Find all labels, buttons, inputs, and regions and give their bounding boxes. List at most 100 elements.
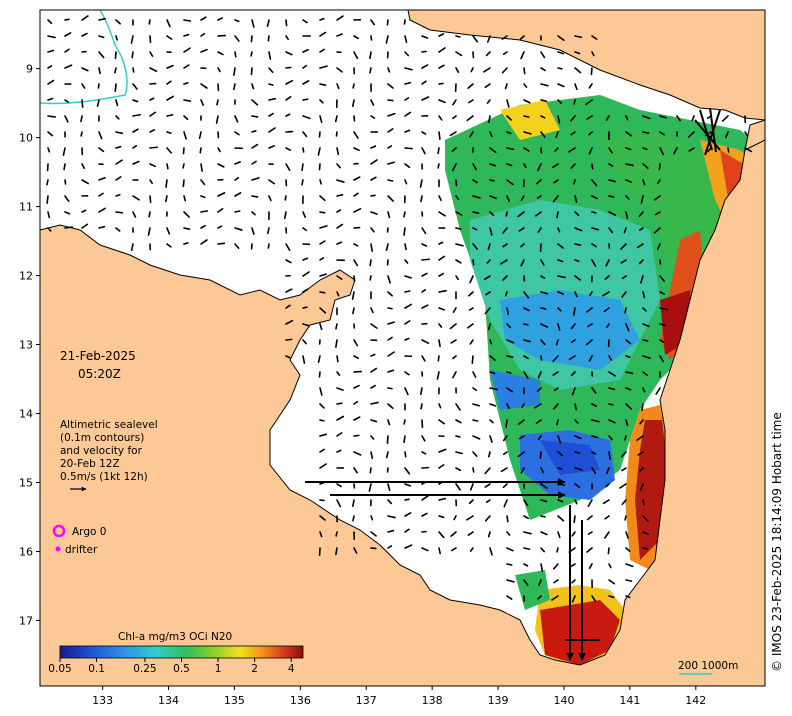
velocity-arrow <box>640 195 644 204</box>
velocity-arrow <box>608 563 612 569</box>
velocity-arrow <box>642 547 648 550</box>
velocity-arrow <box>438 497 447 501</box>
velocity-arrow <box>404 275 412 279</box>
velocity-arrow <box>182 163 185 169</box>
velocity-arrow <box>351 291 355 300</box>
velocity-arrow <box>484 467 491 475</box>
velocity-arrow <box>216 99 219 106</box>
velocity-arrow <box>659 115 667 119</box>
velocity-arrow <box>421 35 429 39</box>
velocity-arrow <box>638 259 644 265</box>
velocity-arrow <box>552 371 559 376</box>
velocity-arrow <box>452 115 457 120</box>
velocity-arrow <box>727 147 730 153</box>
velocity-arrow <box>98 67 101 75</box>
velocity-arrow <box>591 163 594 170</box>
velocity-arrow <box>557 115 561 124</box>
velocity-arrow <box>234 243 240 250</box>
velocity-arrow <box>607 547 610 555</box>
velocity-arrow <box>506 595 513 600</box>
velocity-arrow <box>404 371 410 376</box>
velocity-arrow <box>404 147 413 150</box>
velocity-arrow <box>590 67 593 76</box>
velocity-arrow <box>98 131 103 140</box>
velocity-arrow <box>319 83 327 86</box>
velocity-arrow <box>114 67 117 74</box>
velocity-arrow <box>489 435 493 443</box>
drifter-label: drifter <box>65 544 98 556</box>
velocity-arrow <box>451 147 457 152</box>
velocity-arrow <box>404 163 411 169</box>
velocity-arrow <box>115 227 121 232</box>
lon-tick-label: 137 <box>356 694 377 707</box>
velocity-arrow <box>505 211 508 217</box>
velocity-arrow <box>574 483 581 489</box>
velocity-arrow <box>115 131 124 135</box>
velocity-arrow <box>574 195 578 203</box>
velocity-arrow <box>621 291 627 298</box>
velocity-arrow <box>285 96 292 101</box>
velocity-arrow <box>587 531 593 535</box>
velocity-arrow <box>217 163 225 168</box>
velocity-arrow <box>183 19 192 22</box>
velocity-arrow <box>472 403 480 407</box>
velocity-arrow <box>419 387 423 396</box>
velocity-arrow <box>64 64 73 69</box>
velocity-arrow <box>336 371 341 376</box>
velocity-arrow <box>489 547 493 556</box>
velocity-arrow <box>319 240 326 245</box>
velocity-arrow <box>336 241 343 245</box>
velocity-arrow <box>636 243 644 249</box>
velocity-arrow <box>183 131 187 140</box>
velocity-arrow <box>469 339 474 345</box>
velocity-arrow <box>570 163 576 169</box>
velocity-arrow <box>659 339 665 343</box>
velocity-arrow <box>336 223 344 229</box>
velocity-arrow <box>285 304 291 309</box>
velocity-arrow <box>353 35 359 40</box>
velocity-arrow <box>744 131 749 137</box>
velocity-arrow <box>200 195 206 199</box>
velocity-arrow <box>115 145 122 149</box>
velocity-arrow <box>421 64 429 69</box>
velocity-arrow <box>200 83 208 89</box>
velocity-arrow <box>268 127 276 133</box>
velocity-arrow <box>318 371 321 378</box>
velocity-arrow <box>149 163 156 168</box>
velocity-arrow <box>352 99 355 108</box>
velocity-arrow <box>353 416 361 421</box>
velocity-arrow <box>625 147 632 151</box>
velocity-arrow <box>115 115 120 120</box>
velocity-arrow <box>421 147 426 155</box>
velocity-arrow <box>166 19 171 28</box>
velocity-arrow <box>489 355 496 361</box>
velocity-arrow <box>557 307 562 312</box>
velocity-arrow <box>557 291 565 295</box>
velocity-arrow <box>420 403 423 410</box>
velocity-arrow <box>149 111 157 117</box>
velocity-arrow <box>217 225 223 229</box>
velocity-arrow <box>403 227 406 236</box>
velocity-arrow <box>234 191 242 197</box>
velocity-arrow <box>421 80 427 85</box>
velocity-arrow <box>319 531 323 538</box>
velocity-arrow <box>673 147 678 155</box>
velocity-arrow <box>387 529 395 533</box>
velocity-arrow <box>319 48 325 53</box>
velocity-arrow <box>404 35 408 44</box>
velocity-arrow <box>483 275 491 281</box>
velocity-arrow <box>608 371 616 377</box>
colorbar-ramp <box>59 645 304 659</box>
velocity-arrow <box>64 195 70 203</box>
velocity-arrow <box>586 515 593 521</box>
velocity-arrow <box>574 419 579 424</box>
velocity-arrow <box>472 243 478 250</box>
velocity-arrow <box>302 257 309 261</box>
velocity-arrow <box>438 64 445 69</box>
velocity-arrow <box>387 99 394 102</box>
velocity-arrow <box>353 547 358 554</box>
velocity-arrow <box>115 176 122 181</box>
velocity-arrow <box>623 227 627 234</box>
velocity-arrow <box>251 143 259 149</box>
scale-label: 200 1000m <box>678 660 738 672</box>
